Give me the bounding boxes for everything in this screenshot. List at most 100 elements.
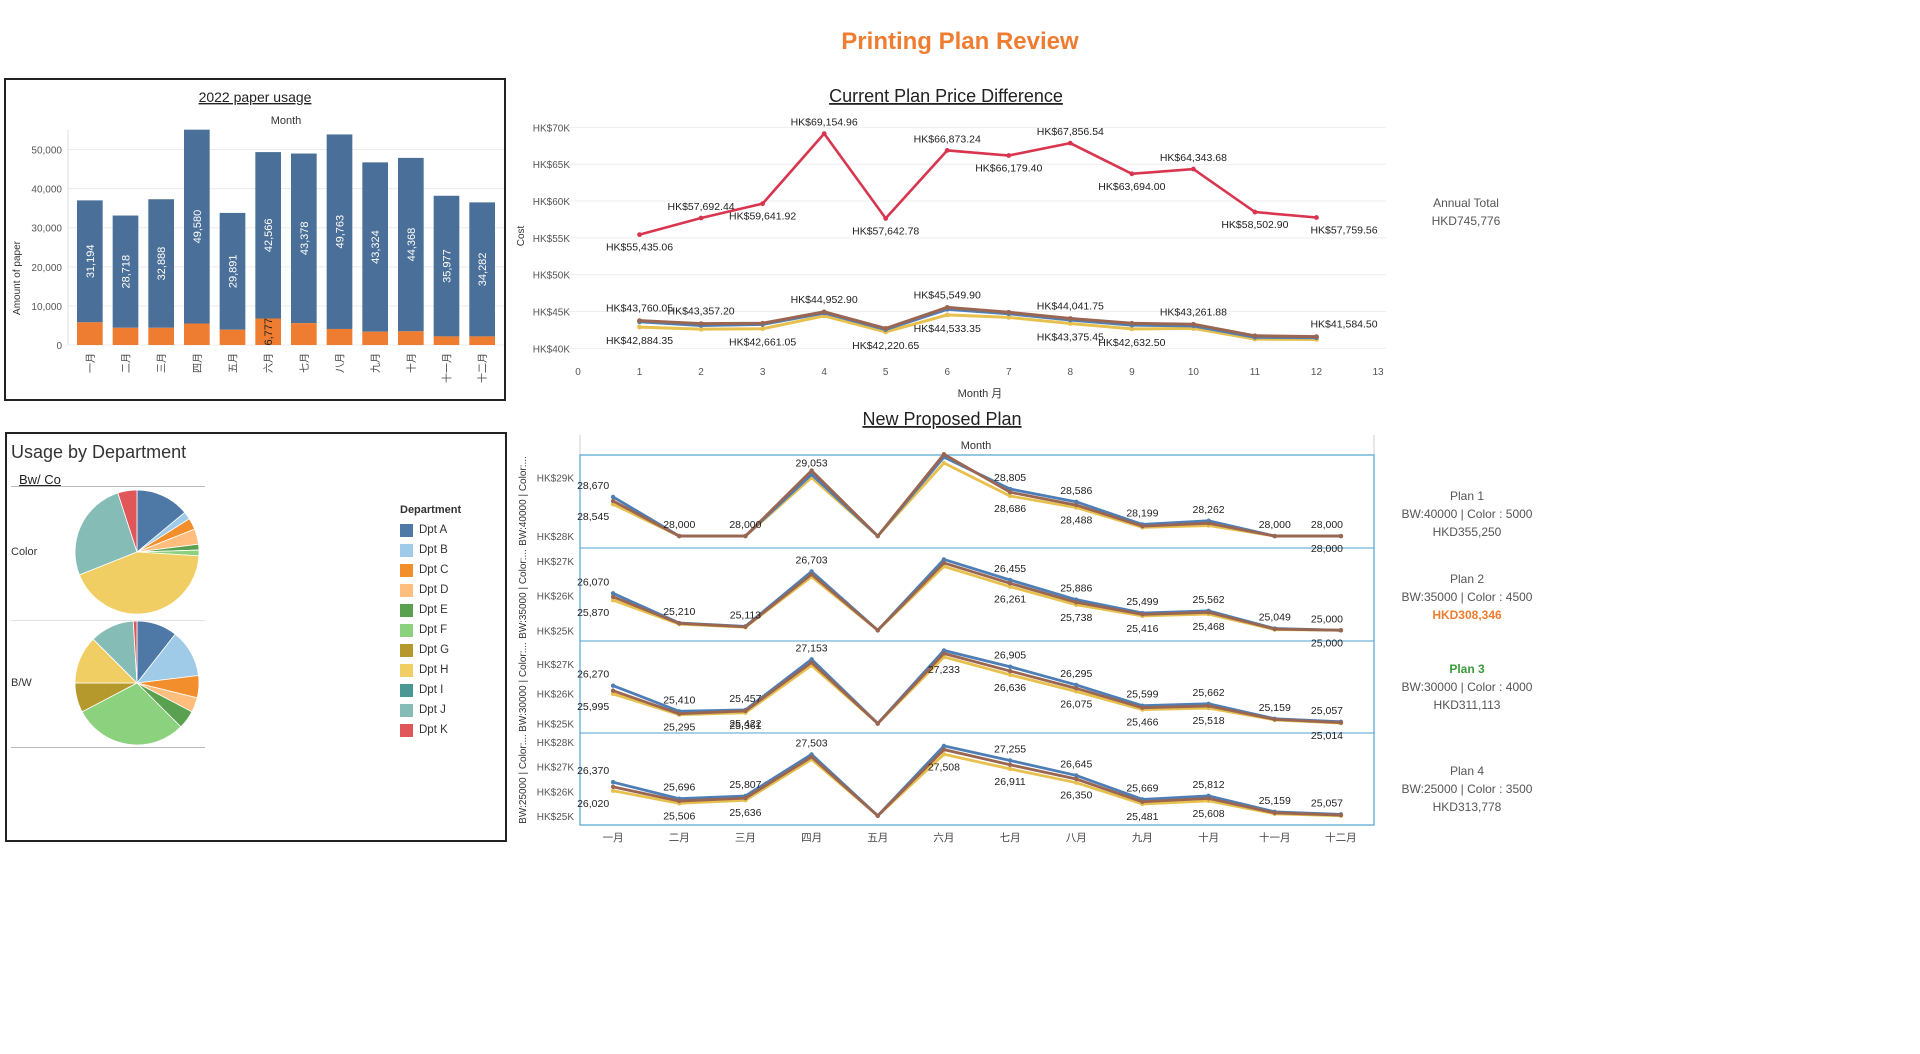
bar-bw — [183, 129, 210, 324]
price-data-label: HK$57,692.44 — [668, 201, 735, 213]
plan-data-label: 26,905 — [994, 650, 1026, 662]
bar-color — [326, 328, 353, 345]
bar-x-tick-label: 三月 — [156, 353, 168, 373]
plan-data-label: 25,410 — [663, 694, 695, 706]
price-data-label: HK$44,952.90 — [791, 294, 858, 306]
bar-color — [183, 323, 210, 345]
legend-item[interactable]: Dpt C — [400, 560, 500, 580]
plan-point — [1007, 668, 1013, 674]
plan-y-tick-label: HK$25K — [537, 812, 575, 823]
bar-y-tick-label: 30,000 — [31, 224, 62, 235]
plan-x-tick-label: 七月 — [1000, 832, 1021, 844]
department-title: Usage by Department — [11, 442, 187, 462]
plan-point — [1272, 533, 1277, 539]
plan-name: Plan 1 — [1449, 489, 1485, 503]
plan-point — [941, 557, 947, 562]
bar-bw — [219, 212, 246, 330]
pie-slice — [136, 489, 186, 553]
plan-data-label: 25,159 — [1259, 795, 1291, 807]
price-data-label: HK$43,760.05 — [606, 303, 673, 315]
bar-value-label: 29,891 — [228, 255, 240, 289]
bar-x-tick-label: 五月 — [228, 353, 240, 373]
price-point — [1006, 309, 1012, 315]
legend-item[interactable]: Dpt K — [400, 720, 500, 740]
plan-point — [1206, 521, 1211, 526]
price-data-label: HK$42,661.05 — [729, 337, 796, 349]
legend-swatch — [400, 683, 413, 697]
pie-slice — [81, 682, 182, 746]
plan-series-line — [612, 748, 1341, 818]
price-data-label: HK$42,220.65 — [852, 340, 919, 352]
plan-data-label: 25,466 — [1126, 717, 1158, 729]
plan-y-tick-label: HK$26K — [537, 592, 575, 603]
plan-series-line — [612, 455, 1341, 539]
price-y-tick-label: HK$70K — [533, 123, 571, 134]
new-plan-title: New Proposed Plan — [862, 409, 1021, 429]
plan-outer-frame — [579, 454, 1375, 826]
plan-point — [743, 795, 748, 801]
annual-total-label: Annual Total — [1433, 196, 1499, 210]
plan-data-label: 25,159 — [1259, 702, 1291, 714]
price-data-label: HK$42,884.35 — [606, 335, 673, 347]
plan-point — [610, 498, 616, 504]
plan-point — [1074, 600, 1079, 605]
plan-x-tick-label: 九月 — [1132, 832, 1153, 844]
legend-item[interactable]: Dpt D — [400, 580, 500, 600]
price-data-label: HK$66,873.24 — [914, 133, 981, 145]
plan-x-tick-label: 十二月 — [1325, 831, 1357, 844]
legend-item[interactable]: Dpt F — [400, 620, 500, 640]
plan-total: HKD355,250 — [1432, 525, 1502, 539]
price-data-label: HK$43,261.88 — [1160, 306, 1227, 318]
legend-item[interactable]: Dpt E — [400, 600, 500, 620]
plan-data-label: 25,506 — [663, 810, 695, 822]
plan-point — [610, 779, 616, 785]
price-x-tick-label: 3 — [760, 367, 766, 378]
price-data-label: HK$42,632.50 — [1098, 337, 1165, 349]
plan-point — [610, 688, 616, 693]
legend-item[interactable]: Dpt H — [400, 660, 500, 680]
plan-row-axis-label: BW:40000 | Color:... — [518, 456, 529, 546]
header-divider — [11, 486, 205, 487]
price-y-axis-label: Cost — [516, 225, 527, 246]
price-point — [821, 309, 827, 315]
legend-swatch — [400, 663, 413, 677]
bar-color — [469, 336, 496, 345]
bar-color — [112, 327, 139, 345]
plan-total: HKD308,346 — [1432, 608, 1502, 622]
price-data-label: HK$55,435.06 — [606, 242, 673, 254]
legend-item[interactable]: Dpt A — [400, 520, 500, 540]
plan-x-tick-label: 六月 — [933, 832, 954, 844]
price-x-tick-label: 12 — [1311, 367, 1323, 378]
bar-bw — [148, 199, 175, 328]
plan-point — [941, 747, 947, 752]
bar-y-tick-label: 50,000 — [31, 146, 62, 157]
plan-data-label: 25,416 — [1126, 623, 1158, 635]
bar-x-tick-label: 七月 — [299, 353, 311, 373]
price-point — [1006, 314, 1012, 320]
bar-x-tick-label: 一月 — [85, 353, 97, 373]
bar-color — [397, 331, 424, 345]
bar-value-label: 43,378 — [299, 221, 311, 255]
plan-series-line — [612, 651, 1341, 726]
plan-point — [610, 594, 616, 599]
price-data-label: HK$41,584.50 — [1310, 319, 1377, 331]
legend-list: Dpt A Dpt B Dpt C Dpt D Dpt E Dpt F Dpt G Dpt H… — [400, 520, 500, 740]
price-x-tick-label: 7 — [1006, 367, 1012, 378]
bar-bw — [255, 152, 282, 319]
bar-value-label: 44,368 — [406, 228, 418, 262]
legend-item[interactable]: Dpt G — [400, 640, 500, 660]
legend-item[interactable]: Dpt B — [400, 540, 500, 560]
legend-item[interactable]: Dpt J — [400, 700, 500, 720]
plan-point — [610, 683, 616, 688]
bar-bw — [397, 157, 424, 332]
price-data-label: HK$69,154.96 — [791, 117, 858, 129]
pie-slice — [78, 551, 200, 615]
legend-label: Dpt A — [419, 524, 448, 536]
plan-point — [809, 660, 814, 665]
plan-frames: HK$29K HK$28K BW:40000 | Color:... HK$27K HK… — [518, 435, 1375, 826]
bar-y-tick-label: 0 — [56, 341, 62, 352]
legend-item[interactable]: Dpt I — [400, 680, 500, 700]
plan-point — [610, 788, 616, 793]
bar-value-label: 49,580 — [192, 210, 204, 244]
price-data-label: HK$57,642.78 — [852, 225, 919, 237]
